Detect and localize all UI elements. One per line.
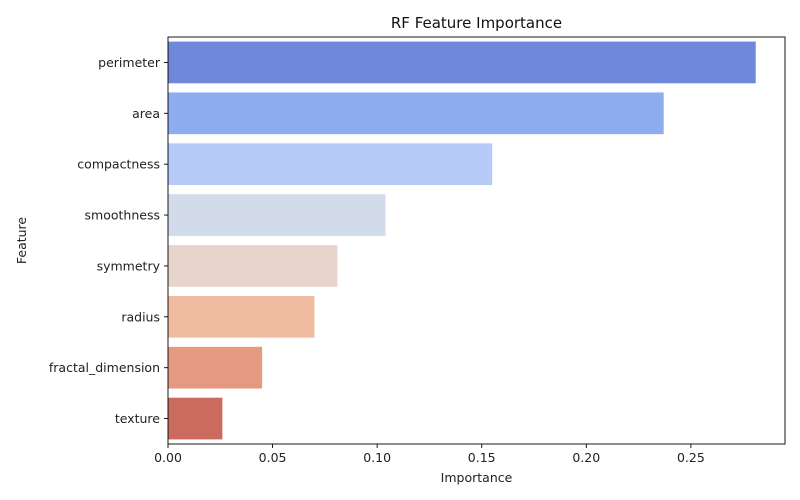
plot-spines [167, 36, 786, 445]
x-tick-label: 0.15 [468, 450, 496, 465]
x-axis-title: Importance [441, 470, 513, 485]
bar-fractal-dimension [168, 346, 263, 389]
bars-layer [168, 41, 756, 440]
bar-perimeter [168, 41, 756, 84]
bar-symmetry [168, 245, 338, 287]
bar-smoothness [168, 194, 386, 236]
chart-title: RF Feature Importance [391, 14, 562, 32]
x-tick-label: 0.20 [572, 450, 600, 465]
y-axis-ticks: perimeter area compactness smoothness symmet… [49, 55, 168, 426]
x-tick-label: 0.00 [154, 450, 182, 465]
bar-texture [168, 397, 223, 440]
bar-radius [168, 295, 315, 338]
x-tick-label: 0.05 [259, 450, 287, 465]
axis-frame [167, 36, 786, 445]
bar-compactness [168, 143, 493, 186]
y-axis-title: Feature [14, 217, 29, 265]
y-tick-label: symmetry [97, 258, 161, 273]
x-tick-label: 0.10 [363, 450, 391, 465]
y-tick-label: smoothness [85, 208, 160, 223]
bar-area [168, 92, 664, 135]
x-tick-label: 0.25 [677, 450, 705, 465]
y-tick-label: radius [121, 309, 160, 324]
y-tick-label: area [132, 106, 160, 121]
y-tick-label: compactness [77, 157, 160, 172]
y-tick-label: fractal_dimension [49, 360, 160, 375]
x-axis-ticks: 0.00 0.05 0.10 0.15 0.20 0.25 [154, 444, 705, 465]
y-tick-label: perimeter [98, 55, 161, 70]
y-tick-label: texture [115, 411, 160, 426]
